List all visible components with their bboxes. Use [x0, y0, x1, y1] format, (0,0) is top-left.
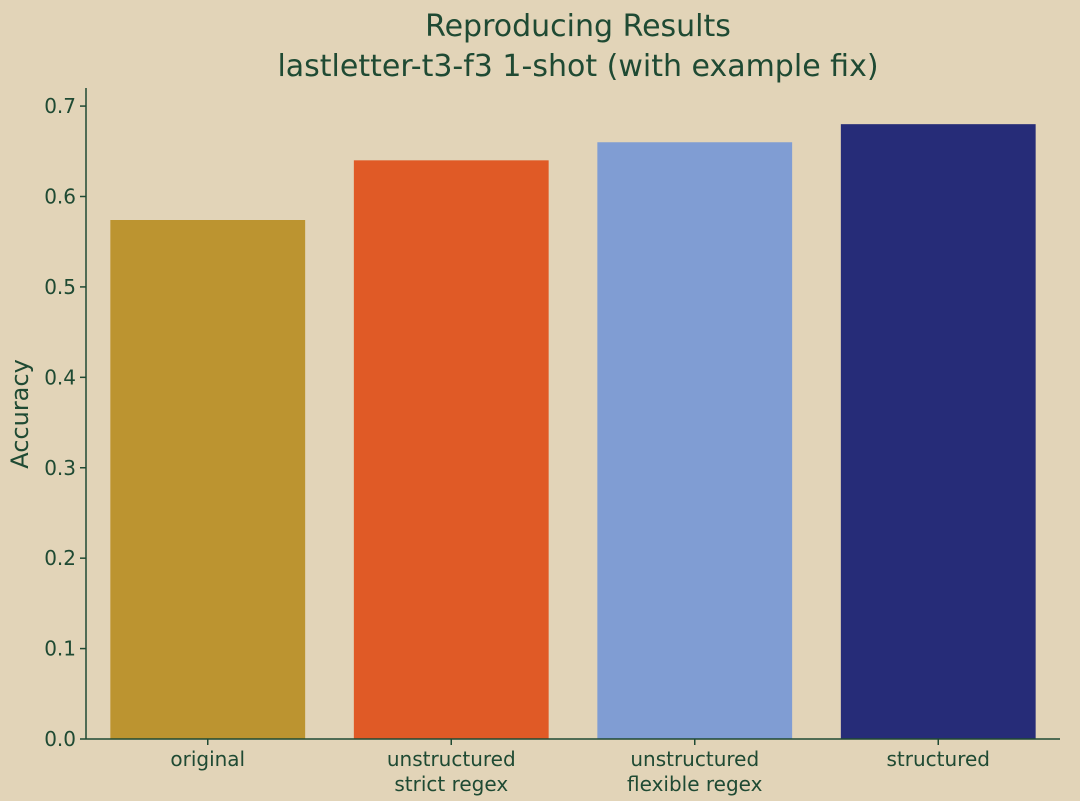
y-axis-label: Accuracy [6, 359, 34, 469]
y-tick-label: 0.1 [44, 637, 76, 661]
chart-title: Reproducing Results [425, 9, 731, 44]
x-tick-label-line: flexible regex [627, 772, 763, 796]
y-tick-label: 0.3 [44, 456, 76, 480]
bar-1 [353, 160, 549, 740]
y-tick-label: 0.2 [44, 546, 76, 570]
bars-group [110, 124, 1036, 740]
y-tick-label: 0.6 [44, 185, 76, 209]
x-tick-label-line: unstructured [387, 747, 516, 771]
y-tick-label: 0.4 [44, 365, 76, 389]
y-tick-label: 0.5 [44, 275, 76, 299]
x-tick-label-line: unstructured [630, 747, 759, 771]
x-tick-label: original [170, 747, 245, 771]
bar-0 [110, 220, 306, 740]
y-tick-label: 0.7 [44, 94, 76, 118]
x-tick-label-line: structured [887, 747, 990, 771]
x-tick-label-line: original [170, 747, 245, 771]
bar-2 [597, 142, 793, 739]
x-tick-label: unstructured flexible regex [627, 747, 763, 796]
bar-3 [840, 124, 1036, 739]
axes-group: 0.0 0.1 0.2 0.3 0.4 0.5 0.6 0.7 original unstruct… [44, 88, 1060, 796]
x-tick-label-line: strict regex [394, 772, 508, 796]
x-tick-label: unstructured strict regex [387, 747, 516, 796]
y-tick-label: 0.0 [44, 727, 76, 751]
chart-subtitle: lastletter-t3-f3 1-shot (with example fi… [277, 49, 878, 84]
x-tick-label: structured [887, 747, 990, 771]
